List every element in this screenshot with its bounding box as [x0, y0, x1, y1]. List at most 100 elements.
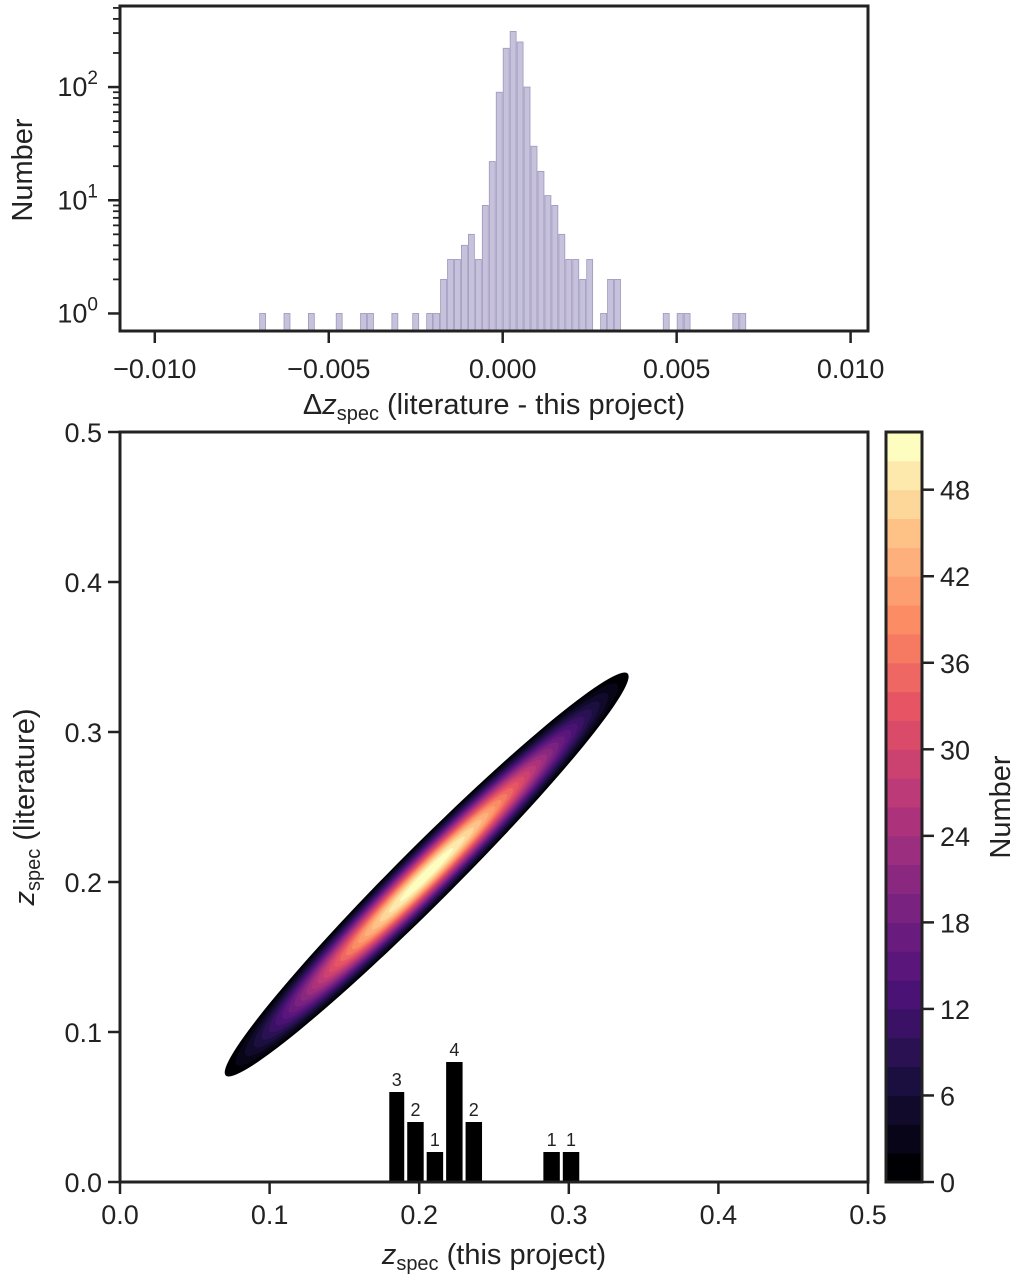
histogram-bar: [283, 313, 291, 332]
histogram-bar: [739, 313, 747, 332]
histogram-bar: [335, 313, 343, 332]
colorbar-tick-label: 0: [940, 1168, 955, 1198]
inset-bar-label: 3: [392, 1070, 402, 1090]
inset-bar: [562, 1152, 580, 1182]
colorbar-level: [886, 720, 922, 750]
inset-bar: [407, 1122, 424, 1182]
inset-bar-label: 1: [547, 1130, 557, 1150]
histogram-bar: [662, 313, 670, 332]
colorbar-level: [886, 662, 922, 693]
inset-bar-label: 1: [430, 1130, 440, 1150]
colorbar-level: [886, 807, 922, 837]
histogram-bar: [544, 195, 552, 332]
colorbar-tick-label: 48: [940, 476, 970, 506]
inset-bar: [426, 1152, 444, 1182]
colorbar-level: [886, 432, 922, 462]
inset-bar: [389, 1092, 405, 1182]
inset-bar: [465, 1122, 483, 1182]
histogram-bar: [579, 278, 587, 332]
histogram-bar: [468, 233, 475, 332]
histogram-bar: [523, 86, 531, 332]
histogram-bar: [488, 161, 496, 332]
colorbar-tick-label: 36: [940, 649, 970, 679]
x-tick-label: −0.005: [287, 354, 370, 384]
colorbar-tick-label: 30: [940, 735, 970, 765]
histogram-bar: [412, 313, 420, 332]
y-tick-label: 0.5: [64, 418, 102, 448]
histogram-bar: [732, 313, 740, 332]
y-tick-label: 0.3: [64, 718, 102, 748]
histogram-bar: [516, 41, 524, 332]
histogram-bar: [461, 244, 468, 332]
histogram-bar: [558, 233, 566, 332]
colorbar-level: [886, 489, 922, 520]
x-tick-label: 0.000: [469, 354, 537, 384]
inset-bar-label: 1: [566, 1130, 576, 1150]
inset-bar-label: 2: [410, 1100, 420, 1120]
inset-bar-label: 4: [449, 1040, 459, 1060]
histogram-bar: [481, 205, 489, 332]
histogram-bar: [565, 259, 573, 332]
histogram-x-axis-label: Δzspec (literature - this project): [303, 389, 685, 425]
histogram-bar: [307, 313, 315, 332]
colorbar-level: [886, 1008, 922, 1039]
x-tick-label: 0.3: [550, 1200, 588, 1230]
histogram-bar: [391, 313, 399, 332]
histogram-frame: [118, 4, 870, 333]
density-x-axis-label: zspec (this project): [381, 1239, 606, 1275]
colorbar-level: [886, 576, 922, 606]
x-tick-label: 0.2: [400, 1200, 438, 1230]
contour-level: [399, 847, 454, 902]
histogram-bar: [551, 205, 559, 332]
y-tick-label: 0.1: [64, 1018, 102, 1048]
histogram-bar: [426, 313, 434, 332]
histogram-y-axis-label: Number: [7, 118, 39, 221]
delta-z-histogram-panel: −0.010 −0.005 0.000 0.005 0.010 100 101 102 Δz…: [7, 4, 885, 425]
colorbar-level: [886, 1124, 922, 1154]
histogram-bar: [367, 313, 374, 332]
colorbar-level: [886, 1153, 922, 1183]
y-tick-label: 100: [57, 294, 98, 328]
histogram-bar: [683, 313, 691, 332]
colorbar-level: [886, 922, 922, 952]
inset-bar: [446, 1062, 463, 1182]
histogram-bar: [572, 259, 580, 332]
colorbar-tick-label: 12: [940, 995, 970, 1025]
histogram-bar: [433, 313, 440, 332]
histogram-y-axis: 100 101 102: [57, 7, 120, 328]
histogram-bar: [447, 259, 454, 332]
histogram-bar: [537, 170, 545, 332]
colorbar-tick-label: 18: [940, 908, 970, 938]
histogram-bar: [586, 259, 594, 332]
histogram-bar: [530, 145, 538, 332]
x-tick-label: 0.5: [849, 1200, 887, 1230]
y-tick-label: 0.2: [64, 868, 102, 898]
y-tick-label: 102: [57, 68, 98, 102]
colorbar-level: [886, 633, 922, 664]
histogram-bar: [502, 47, 510, 332]
x-tick-label: 0.1: [251, 1200, 289, 1230]
histogram-bar: [440, 278, 447, 332]
colorbar-level: [886, 547, 922, 577]
histogram-bar: [454, 259, 461, 332]
colorbar-level: [886, 951, 922, 981]
colorbar-levels: [886, 432, 922, 1183]
histogram-bars: [259, 31, 747, 332]
colorbar-level: [886, 518, 922, 548]
density-contours: [224, 672, 629, 1077]
colorbar-level: [886, 893, 922, 923]
colorbar-level: [886, 1095, 922, 1125]
colorbar-level: [886, 1037, 922, 1068]
x-tick-label: 0.010: [817, 354, 885, 384]
colorbar-level: [886, 691, 922, 721]
colorbar-level: [886, 980, 922, 1010]
inset-bar: [543, 1152, 560, 1182]
y-tick-label: 0.0: [64, 1168, 102, 1198]
x-tick-label: 0.4: [700, 1200, 738, 1230]
density-x-axis: 0.0 0.1 0.2 0.3 0.4 0.5: [101, 1182, 887, 1230]
colorbar-frame: [884, 430, 924, 1184]
inset-bar-label: 2: [469, 1100, 479, 1120]
